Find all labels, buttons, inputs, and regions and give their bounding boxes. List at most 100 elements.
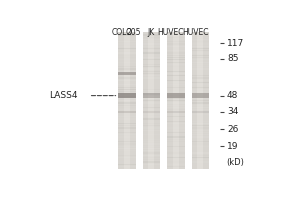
Bar	[118, 125, 136, 126]
Bar	[167, 157, 184, 158]
Bar	[143, 114, 160, 115]
Bar	[143, 32, 160, 169]
Bar	[143, 50, 160, 51]
Bar	[167, 48, 184, 49]
Bar	[191, 43, 209, 45]
Bar	[143, 93, 160, 98]
Text: JK: JK	[148, 28, 155, 37]
Bar	[118, 72, 136, 75]
Bar	[167, 105, 184, 106]
Bar	[167, 150, 184, 151]
Bar	[191, 96, 209, 97]
Bar	[118, 152, 136, 154]
Bar	[173, 32, 179, 169]
Bar	[143, 89, 160, 90]
Bar	[191, 121, 209, 122]
Text: 117: 117	[227, 39, 244, 48]
Bar	[191, 148, 209, 149]
Bar	[167, 55, 184, 56]
Bar	[118, 148, 136, 149]
Bar	[167, 96, 184, 97]
Bar	[191, 164, 209, 165]
Bar	[191, 75, 209, 76]
Bar	[191, 141, 209, 142]
Bar	[118, 75, 136, 76]
Bar	[167, 155, 184, 156]
Bar	[143, 155, 160, 156]
Bar	[191, 152, 209, 154]
Bar	[143, 109, 160, 110]
Bar	[143, 141, 160, 142]
Bar	[191, 34, 209, 36]
Bar	[143, 148, 160, 149]
Bar	[167, 121, 184, 122]
Bar	[167, 52, 184, 54]
Bar	[118, 121, 136, 122]
Bar	[143, 139, 160, 140]
Bar	[191, 109, 209, 110]
Bar	[167, 107, 184, 108]
Bar	[191, 64, 209, 65]
Bar	[191, 134, 209, 135]
Bar	[118, 59, 136, 60]
Bar	[143, 71, 160, 72]
Bar	[118, 109, 136, 110]
Text: HUVEC: HUVEC	[182, 28, 208, 37]
Bar	[191, 107, 209, 108]
Bar	[191, 46, 209, 47]
Bar	[118, 87, 136, 88]
Bar	[167, 89, 184, 90]
Bar	[143, 93, 160, 95]
Bar	[118, 55, 136, 56]
Bar	[143, 127, 160, 129]
Bar	[118, 50, 136, 51]
Bar	[191, 52, 209, 54]
Bar	[167, 159, 184, 160]
Bar	[118, 157, 136, 158]
Bar	[167, 116, 184, 117]
Bar	[191, 93, 209, 95]
Bar	[167, 139, 184, 140]
Bar	[167, 114, 184, 115]
Bar	[191, 39, 209, 40]
Bar	[167, 148, 184, 149]
Bar	[143, 123, 160, 124]
Bar	[191, 59, 209, 60]
Bar	[118, 166, 136, 167]
Bar	[143, 57, 160, 58]
Text: LASS4: LASS4	[49, 91, 78, 100]
Bar	[143, 46, 160, 47]
Bar	[191, 155, 209, 156]
Bar	[167, 125, 184, 126]
Bar	[118, 155, 136, 156]
Bar	[191, 48, 209, 49]
Text: COLO: COLO	[111, 28, 132, 37]
Bar	[118, 116, 136, 117]
Bar	[191, 111, 209, 113]
Bar	[118, 43, 136, 45]
Bar	[118, 143, 136, 145]
Bar	[191, 77, 209, 79]
Bar	[118, 107, 136, 108]
Bar	[143, 59, 160, 60]
Bar	[191, 91, 209, 92]
Bar	[167, 152, 184, 154]
Text: 26: 26	[227, 125, 238, 134]
Bar	[167, 71, 184, 72]
Bar	[167, 111, 184, 113]
Bar	[148, 32, 154, 169]
Bar	[143, 96, 160, 97]
Bar	[143, 111, 160, 113]
Bar	[167, 68, 184, 70]
Bar	[191, 136, 209, 138]
Bar	[118, 141, 136, 142]
Bar	[118, 52, 136, 54]
Bar	[118, 114, 136, 115]
Bar	[167, 134, 184, 135]
Bar	[143, 102, 160, 104]
Bar	[118, 39, 136, 40]
Bar	[143, 41, 160, 42]
Bar	[143, 87, 160, 88]
Bar	[191, 37, 209, 38]
Bar	[191, 32, 209, 33]
